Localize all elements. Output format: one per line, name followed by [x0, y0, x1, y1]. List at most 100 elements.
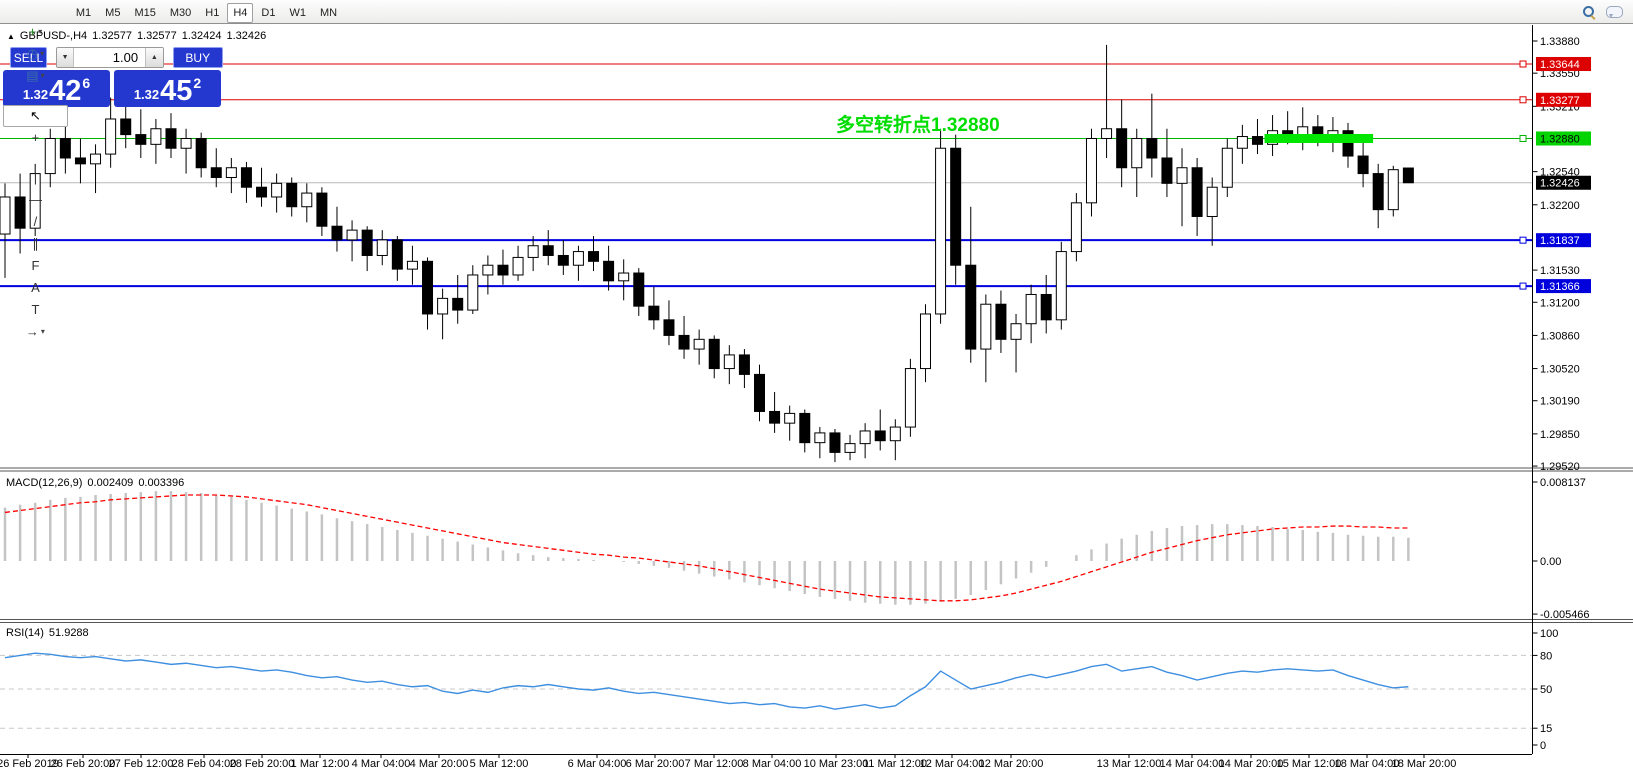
close-value: 1.32426 [226, 30, 267, 42]
bear-candle [422, 260, 434, 315]
text-icon[interactable]: A [3, 277, 68, 299]
time-tick-label: 8 Mar 04:00 [743, 758, 802, 769]
time-tick-label: 6 Mar 20:00 [626, 758, 685, 769]
vertical-line-icon[interactable]: | [3, 167, 68, 189]
bear-candle [1402, 167, 1414, 184]
crosshair-icon[interactable]: + [3, 127, 68, 149]
time-tick-label: 26 Feb 20:00 [51, 758, 116, 769]
label-icon[interactable]: T [3, 299, 68, 321]
green-zone-highlight[interactable] [1264, 133, 1374, 143]
timeframe-w1[interactable]: W1 [289, 6, 306, 19]
bull-candle [225, 167, 237, 178]
fibonacci-icon[interactable]: F [3, 255, 68, 277]
bull-candle [1010, 323, 1022, 340]
templates-icon[interactable]: ▤ ▾ [3, 65, 68, 87]
price-tick-label: 1.33880 [1540, 36, 1580, 48]
chart-annotation[interactable]: 多空转折点1.32880 [836, 115, 1000, 136]
periods-icon[interactable]: ◷ ▾ [3, 43, 68, 65]
volume-input[interactable]: 1.00 [74, 48, 146, 67]
bear-candle [1116, 128, 1128, 169]
time-tick-label: 4 Mar 20:00 [410, 758, 469, 769]
cursor-icon[interactable]: ↖ [3, 104, 68, 127]
open-value: 1.32577 [92, 30, 132, 42]
chart-shift-icon[interactable]: ↤ [3, 0, 68, 3]
buy-price-big: 45 [160, 75, 193, 107]
bear-candle [195, 137, 207, 169]
volume-increase-button[interactable]: ▲ [145, 48, 163, 67]
time-tick-label: 14 Mar 20:00 [1219, 758, 1284, 769]
trendline-icon: / [33, 214, 38, 229]
timeframe-h1[interactable]: H1 [205, 6, 220, 19]
bull-candle [271, 182, 283, 198]
bull-candle [1387, 169, 1399, 211]
time-tick-label: 4 Mar 04:00 [352, 758, 411, 769]
timeframe-h4[interactable]: H4 [227, 2, 254, 23]
buy-price-display[interactable]: 1.32 45 2 [114, 70, 221, 107]
timeframe-m5[interactable]: M5 [105, 6, 121, 19]
bear-candle [316, 192, 328, 227]
price-tick-label: 1.30860 [1540, 330, 1580, 342]
bull-candle [105, 118, 117, 155]
sell-price-display[interactable]: 1.32 42 6 [3, 70, 110, 107]
timeframe-m15[interactable]: M15 [134, 6, 156, 19]
level-endpoint-marker[interactable] [1519, 60, 1527, 68]
arrows-icon[interactable]: → ▾ [3, 321, 68, 343]
macd-histogram [3, 491, 1410, 605]
price-tick-label: 1.31200 [1540, 297, 1580, 309]
bear-candle [1251, 136, 1263, 145]
bull-candle [784, 412, 796, 424]
price-badge [1536, 57, 1591, 72]
timeframe-mn[interactable]: MN [319, 6, 338, 19]
bear-candle [1372, 173, 1384, 211]
level-endpoint-marker[interactable] [1519, 96, 1527, 104]
bull-candle [618, 272, 630, 282]
bear-candle [965, 264, 977, 350]
search-icon[interactable] [1582, 5, 1596, 19]
level-endpoint-marker[interactable] [1519, 282, 1527, 290]
timeframe-m1[interactable]: M1 [75, 6, 92, 19]
bear-candle [1146, 137, 1158, 159]
time-tick-label: 1 Mar 12:00 [291, 758, 350, 769]
rsi-tick-label: 100 [1540, 628, 1558, 640]
price-badge-label: 1.32426 [1540, 178, 1580, 190]
bull-candle [889, 426, 901, 442]
bear-candle [1161, 157, 1173, 184]
bull-candle [406, 260, 418, 270]
bear-candle [165, 128, 177, 149]
sell-button[interactable]: SELL [10, 47, 47, 68]
macd-signal-line [4, 494, 1409, 602]
bear-candle [542, 245, 554, 256]
horizontal-line-icon[interactable]: — [3, 189, 68, 211]
timeframe-bar: M1 M5 M15 M30 H1 H4 D1 W1 MN [69, 2, 344, 23]
fibonacci-icon: F [31, 258, 40, 273]
price-badge-label: 1.32880 [1540, 133, 1580, 145]
bear-candle [452, 297, 464, 311]
timeframe-d1[interactable]: D1 [261, 6, 276, 19]
rsi-tick-label: 80 [1540, 650, 1552, 662]
bull-candle [859, 430, 871, 445]
price-badge [1536, 175, 1591, 190]
volume-decrease-button[interactable]: ▼ [56, 48, 75, 67]
bull-candle [301, 192, 313, 208]
chevron-down-icon: ▾ [40, 326, 45, 336]
bear-candle [14, 196, 26, 229]
chat-icon[interactable] [1606, 5, 1623, 18]
level-endpoint-marker[interactable] [1519, 134, 1527, 142]
time-tick-label: 26 Feb 2019 [0, 758, 59, 769]
rsi-name: RSI(14) [6, 627, 44, 639]
toolbar-items: 单◆▤◉●自动交易|||◫∿⊕⊖▦↦↤+▾◷▾▤▾↖+|—/∥FAT→▾ [2, 0, 69, 361]
trendline-icon[interactable]: / [3, 211, 68, 233]
collapse-panel-icon[interactable]: ▲ [7, 31, 15, 41]
buy-button[interactable]: BUY [172, 47, 223, 68]
price-tick-label: 1.30520 [1540, 364, 1580, 376]
macd-tick-label: -0.005466 [1540, 609, 1590, 621]
volume-stepper: ▼ 1.00 ▲ [55, 47, 164, 68]
cursor-icon: ↖ [29, 108, 41, 123]
channel-icon[interactable]: ∥ [3, 233, 68, 255]
timeframe-m30[interactable]: M30 [169, 6, 192, 19]
bull-candle [512, 256, 524, 276]
bear-candle [995, 303, 1007, 340]
level-endpoint-marker[interactable] [1519, 236, 1527, 244]
indicators-icon[interactable]: + ▾ [3, 21, 68, 43]
